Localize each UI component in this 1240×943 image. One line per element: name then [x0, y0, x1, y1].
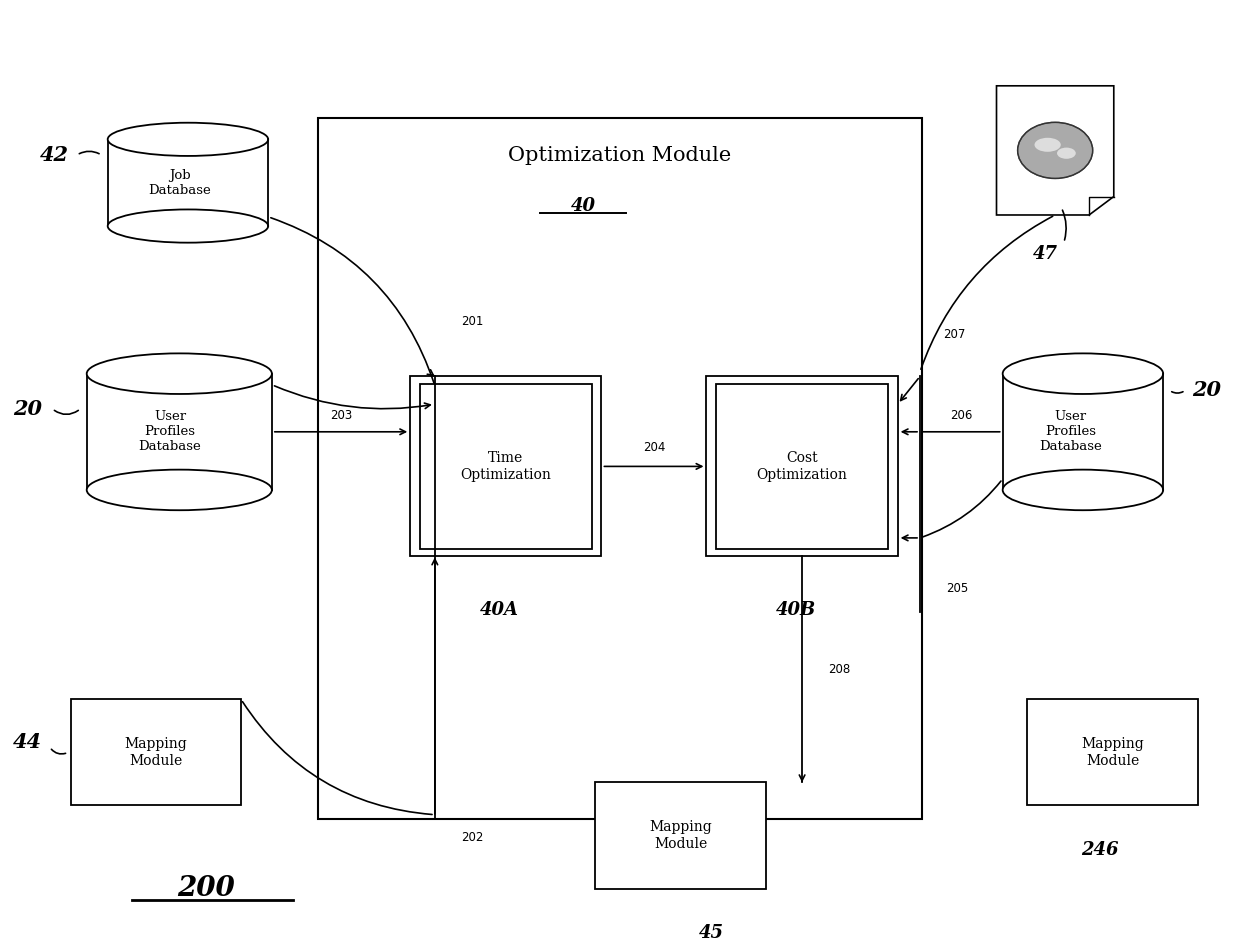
Ellipse shape — [1003, 354, 1163, 394]
Ellipse shape — [87, 470, 272, 510]
Text: 45: 45 — [699, 924, 724, 942]
Text: Mapping
Module: Mapping Module — [1081, 737, 1145, 768]
Text: 208: 208 — [828, 663, 851, 676]
Text: Mapping
Module: Mapping Module — [649, 820, 712, 851]
Text: 202: 202 — [461, 832, 484, 844]
FancyBboxPatch shape — [1003, 373, 1163, 490]
Text: 201: 201 — [461, 315, 484, 327]
FancyBboxPatch shape — [410, 376, 601, 556]
Polygon shape — [997, 86, 1114, 215]
Text: 40A: 40A — [480, 601, 520, 619]
FancyBboxPatch shape — [1028, 700, 1198, 805]
Text: Optimization Module: Optimization Module — [508, 145, 732, 164]
Text: 246: 246 — [1081, 841, 1118, 859]
Text: 20: 20 — [1192, 380, 1221, 400]
FancyBboxPatch shape — [108, 140, 268, 226]
Text: 44: 44 — [12, 732, 42, 752]
Ellipse shape — [108, 123, 268, 156]
Text: User
Profiles
Database: User Profiles Database — [139, 410, 201, 454]
Text: 40: 40 — [570, 197, 595, 215]
Text: 207: 207 — [944, 328, 966, 341]
Ellipse shape — [1003, 470, 1163, 510]
Text: 40B: 40B — [776, 601, 816, 619]
Text: Cost
Optimization: Cost Optimization — [756, 452, 847, 482]
Text: Time
Optimization: Time Optimization — [460, 452, 552, 482]
FancyBboxPatch shape — [595, 783, 765, 888]
Ellipse shape — [108, 209, 268, 242]
Circle shape — [1018, 123, 1092, 178]
Text: 203: 203 — [330, 408, 352, 422]
Text: User
Profiles
Database: User Profiles Database — [1039, 410, 1102, 454]
FancyBboxPatch shape — [717, 384, 888, 549]
Text: 20: 20 — [12, 399, 42, 419]
FancyBboxPatch shape — [317, 118, 923, 819]
Text: 42: 42 — [40, 145, 69, 165]
Text: 206: 206 — [950, 408, 972, 422]
FancyBboxPatch shape — [87, 373, 272, 490]
Ellipse shape — [1034, 138, 1060, 152]
Text: Job
Database: Job Database — [149, 169, 211, 197]
FancyBboxPatch shape — [420, 384, 591, 549]
FancyBboxPatch shape — [707, 376, 898, 556]
Ellipse shape — [87, 354, 272, 394]
Text: 205: 205 — [946, 582, 968, 595]
Text: Mapping
Module: Mapping Module — [124, 737, 187, 768]
Text: 200: 200 — [177, 875, 236, 902]
Text: 47: 47 — [1033, 245, 1058, 263]
Text: 204: 204 — [642, 441, 665, 455]
FancyBboxPatch shape — [71, 700, 241, 805]
Ellipse shape — [1056, 148, 1076, 158]
